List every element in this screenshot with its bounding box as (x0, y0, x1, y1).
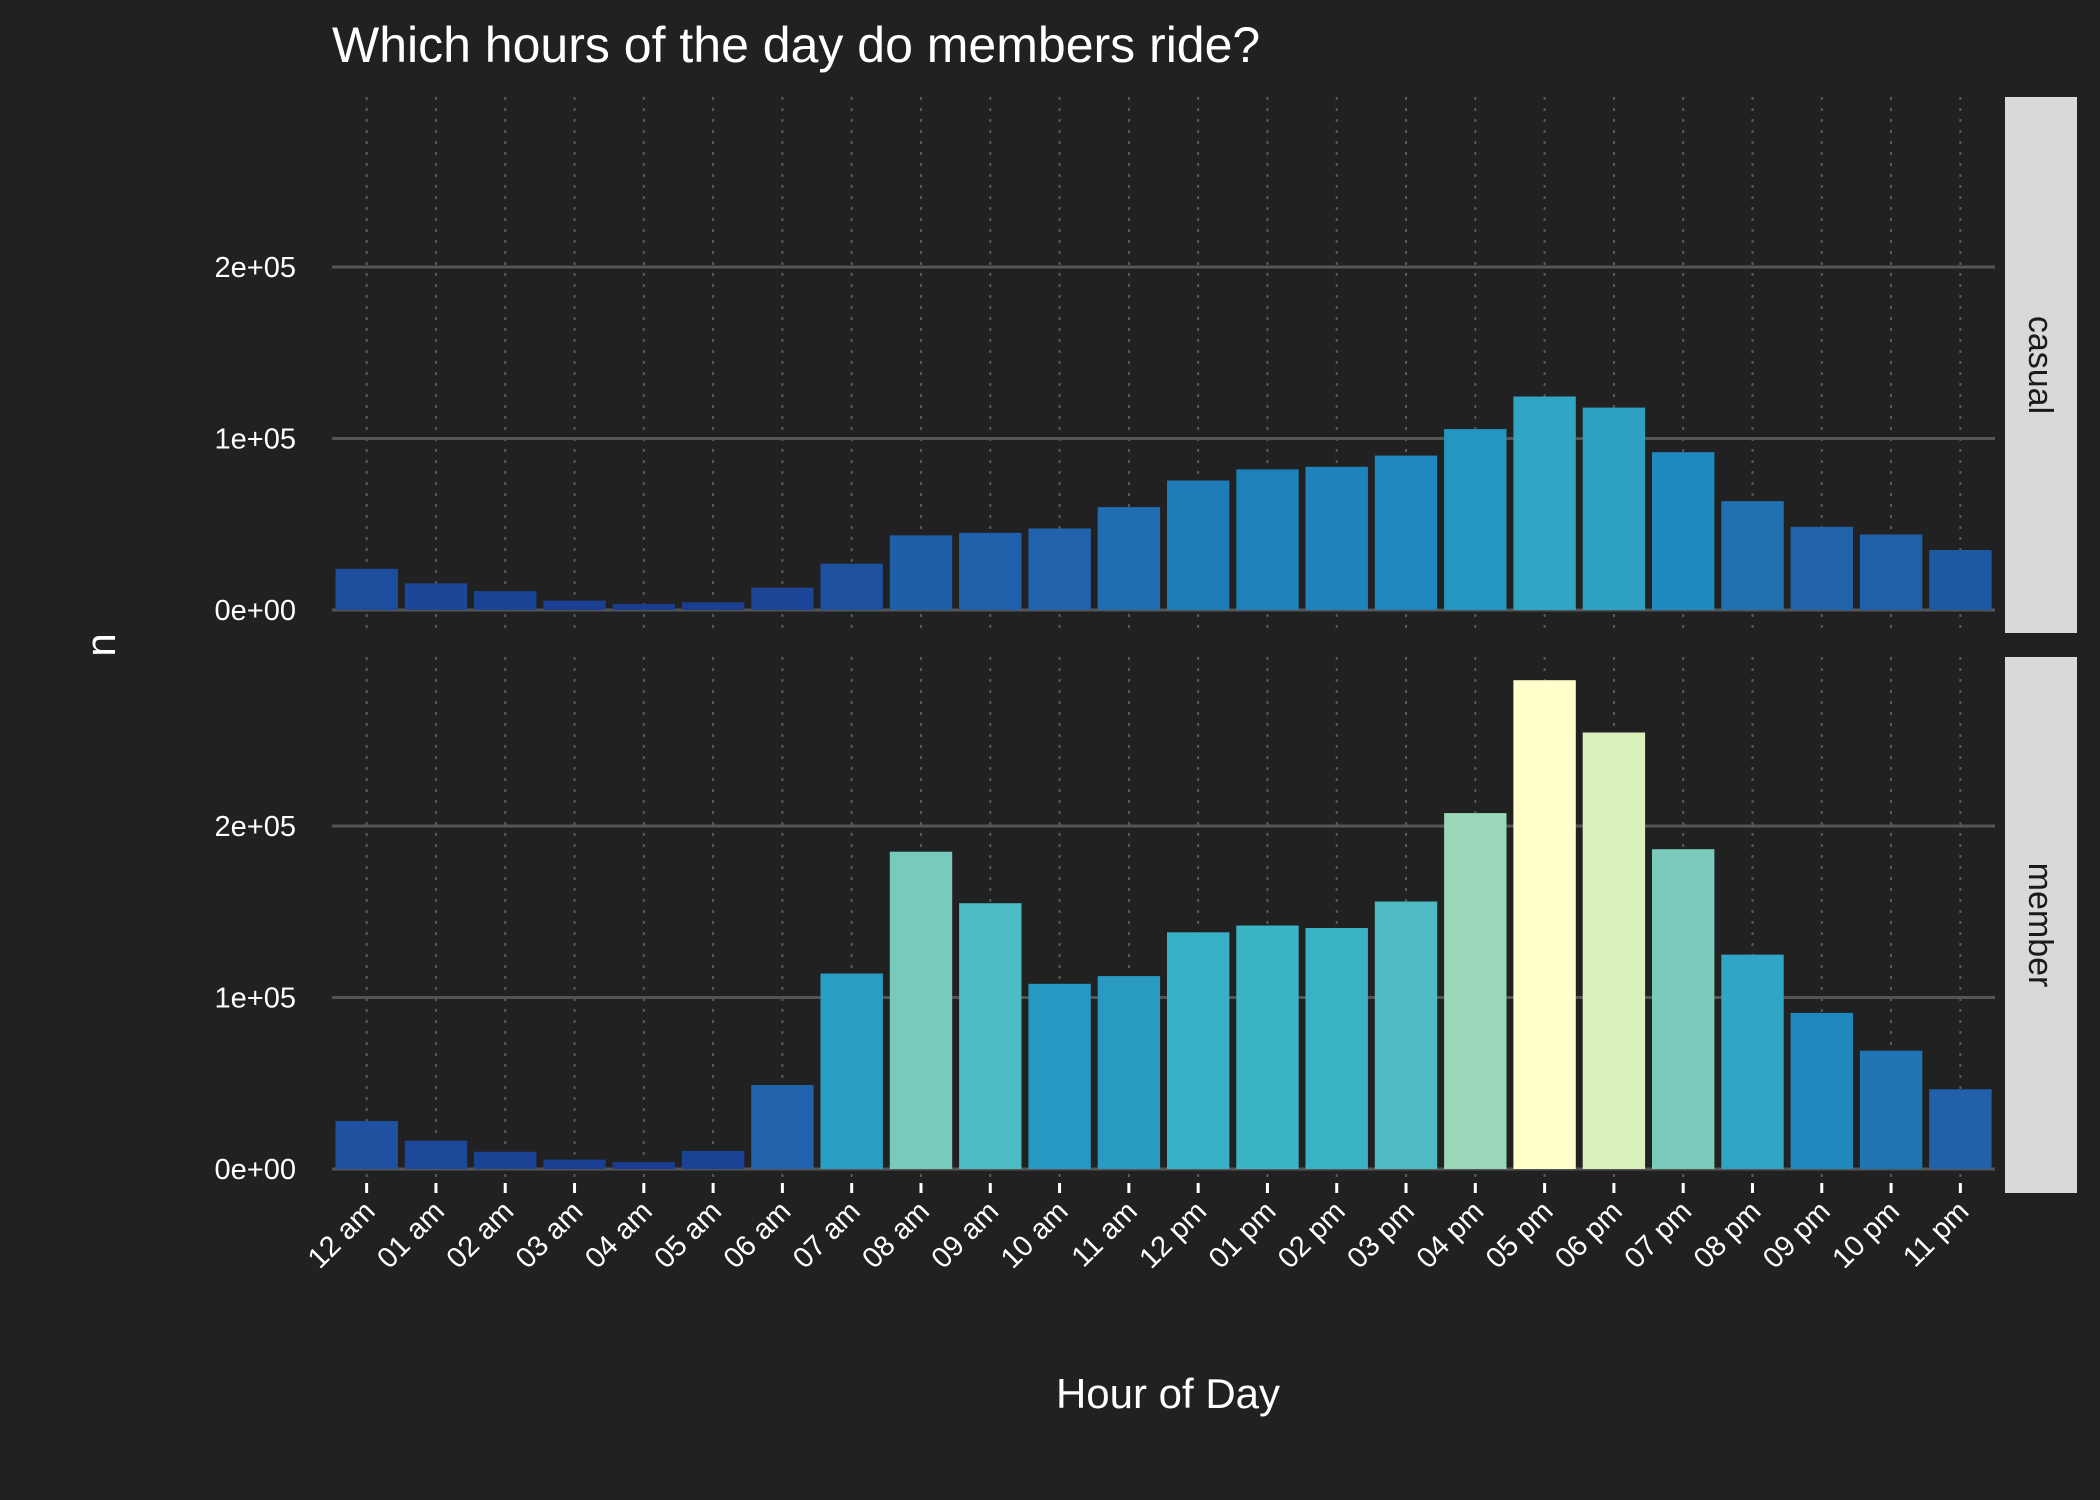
bar-member-18 (1582, 732, 1646, 1169)
bar-member-8 (889, 851, 953, 1169)
bar-casual-12 (1167, 480, 1230, 610)
bar-member-2 (474, 1151, 537, 1169)
bar-member-20 (1721, 954, 1784, 1169)
bar-casual-20 (1721, 501, 1784, 610)
y-tick-label: 0e+00 (215, 595, 296, 627)
bar-member-10 (1028, 983, 1091, 1169)
bar-casual-4 (612, 604, 675, 610)
bar-casual-18 (1582, 407, 1646, 610)
bar-casual-23 (1929, 550, 1992, 610)
bar-casual-13 (1236, 469, 1299, 610)
bar-member-15 (1374, 901, 1438, 1169)
bar-member-22 (1859, 1050, 1923, 1169)
bar-casual-2 (474, 591, 537, 610)
bar-casual-0 (335, 568, 398, 610)
bar-casual-3 (543, 600, 606, 610)
bar-casual-16 (1444, 429, 1507, 610)
y-tick-label: 1e+05 (215, 424, 296, 456)
bar-member-1 (404, 1140, 468, 1169)
chart-title: Which hours of the day do members ride? (332, 17, 1260, 73)
bar-casual-11 (1097, 507, 1161, 610)
bar-casual-21 (1790, 526, 1853, 610)
bar-member-0 (335, 1121, 398, 1169)
bar-member-12 (1167, 932, 1230, 1169)
y-tick-label: 0e+00 (215, 1154, 296, 1186)
bar-casual-1 (404, 583, 468, 610)
bar-member-5 (681, 1151, 745, 1169)
bar-member-16 (1444, 813, 1507, 1169)
facet-strip (2005, 657, 2077, 1193)
bar-casual-7 (820, 563, 883, 610)
bar-casual-6 (751, 587, 814, 610)
bar-member-6 (751, 1085, 814, 1169)
panel-casual: 0e+00 1e+05 2e+05 casual (215, 97, 2077, 633)
bar-casual-19 (1652, 452, 1715, 610)
bar-casual-22 (1859, 534, 1923, 610)
bar-member-7 (820, 973, 883, 1169)
y-tick-label: 2e+05 (215, 252, 296, 284)
y-tick-label: 1e+05 (215, 983, 296, 1015)
bar-member-19 (1652, 849, 1715, 1169)
bar-casual-9 (959, 532, 1022, 610)
facet-label: member (2021, 863, 2059, 988)
x-axis-title: Hour of Day (1056, 1370, 1280, 1417)
bar-member-3 (543, 1159, 606, 1169)
bar-member-14 (1305, 928, 1368, 1169)
bar-casual-15 (1374, 455, 1438, 610)
bar-member-4 (612, 1162, 675, 1169)
facet-panels: 0e+00 1e+05 2e+05 casual 0e+00 1e+05 2e+05 memb… (215, 97, 2077, 1193)
bar-casual-5 (681, 602, 745, 610)
bar-member-9 (959, 903, 1022, 1169)
bar-casual-10 (1028, 528, 1091, 610)
y-tick-label: 2e+05 (215, 811, 296, 843)
facet-strip (2005, 97, 2077, 633)
bar-member-17 (1513, 680, 1576, 1169)
bar-casual-8 (889, 535, 953, 610)
bar-member-11 (1097, 976, 1161, 1169)
bar-member-21 (1790, 1012, 1853, 1169)
facet-label: casual (2021, 316, 2059, 414)
bar-member-23 (1929, 1089, 1992, 1169)
bar-member-13 (1236, 925, 1299, 1169)
y-axis-title: n (77, 633, 124, 656)
bar-casual-17 (1513, 396, 1576, 610)
bar-casual-14 (1305, 466, 1368, 610)
panel-member: 0e+00 1e+05 2e+05 member (215, 657, 2077, 1193)
